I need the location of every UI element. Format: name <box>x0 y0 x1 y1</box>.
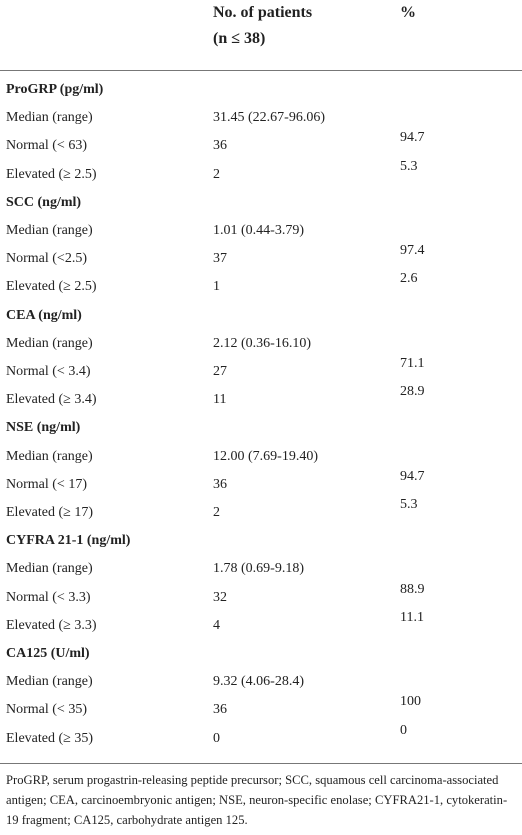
patients-cell: 37 <box>213 251 227 267</box>
row-label: Normal (< 35) <box>6 702 87 718</box>
percent-cell: 94.7 <box>400 468 425 484</box>
patients-cell: 12.00 (7.69-19.40) <box>213 448 318 464</box>
patients-cell: 2 <box>213 505 220 520</box>
row-label: Normal (< 3.3) <box>6 589 91 605</box>
row-label: Median (range) <box>6 335 93 351</box>
row-label: Median (range) <box>6 223 93 238</box>
patients-cell: 36 <box>213 476 227 492</box>
row-label: Median (range) <box>6 110 93 126</box>
column-header: (n ≤ 38) <box>213 30 266 47</box>
percent-cell: 0 <box>400 722 407 738</box>
patients-cell: 1.01 (0.44-3.79) <box>213 223 304 238</box>
column-header: No. of patients <box>213 4 313 21</box>
bottom-rule <box>0 763 522 764</box>
percent-cell: 28.9 <box>400 384 425 400</box>
row-label: Elevated (≥ 3.4) <box>6 392 97 408</box>
percent-cell: 2.6 <box>400 271 418 287</box>
row-label: Normal (< 63) <box>6 138 87 154</box>
patients-cell: 9.32 (4.06-28.4) <box>213 674 304 690</box>
percent-cell: 5.3 <box>400 497 418 512</box>
section-title: CYFRA 21-1 (ng/ml) <box>6 533 131 549</box>
patients-cell: 2 <box>213 166 220 182</box>
header-rule <box>0 70 522 71</box>
percent-cell: 5.3 <box>400 158 418 174</box>
patients-cell: 36 <box>213 138 227 154</box>
percent-cell: 94.7 <box>400 130 425 146</box>
percent-cell: 88.9 <box>400 581 425 597</box>
section-title: NSE (ng/ml) <box>6 420 81 436</box>
row-label: Normal (<2.5) <box>6 251 87 267</box>
row-label: Elevated (≥ 2.5) <box>6 166 97 182</box>
row-label: Elevated (≥ 35) <box>6 730 93 746</box>
row-label: Median (range) <box>6 561 93 577</box>
patients-cell: 4 <box>213 617 220 633</box>
patients-cell: 11 <box>213 392 227 408</box>
patients-cell: 31.45 (22.67-96.06) <box>213 110 325 126</box>
patients-cell: 0 <box>213 730 220 746</box>
row-label: Normal (< 3.4) <box>6 364 91 379</box>
footnote: ProGRP, serum progastrin-releasing pepti… <box>6 773 508 827</box>
row-label: Median (range) <box>6 674 93 690</box>
patients-cell: 1.78 (0.69-9.18) <box>213 561 304 577</box>
row-label: Elevated (≥ 3.3) <box>6 617 97 633</box>
percent-cell: 11.1 <box>400 609 424 625</box>
patients-cell: 32 <box>213 589 227 605</box>
patients-cell: 36 <box>213 702 227 718</box>
row-label: Median (range) <box>6 448 93 464</box>
percent-cell: 97.4 <box>400 243 425 259</box>
section-title: CEA (ng/ml) <box>6 307 82 323</box>
section-title: ProGRP (pg/ml) <box>6 82 104 97</box>
row-label: Elevated (≥ 17) <box>6 505 93 520</box>
percent-cell: 100 <box>400 694 421 710</box>
section-title: SCC (ng/ml) <box>6 194 82 210</box>
row-label: Normal (< 17) <box>6 476 87 492</box>
patients-cell: 2.12 (0.36-16.10) <box>213 335 311 351</box>
section-title: CA125 (U/ml) <box>6 646 90 661</box>
percent-cell: 71.1 <box>400 356 425 371</box>
patients-cell: 27 <box>213 364 227 379</box>
row-label: Elevated (≥ 2.5) <box>6 279 97 295</box>
column-header: % <box>400 4 416 21</box>
patients-cell: 1 <box>213 279 220 295</box>
